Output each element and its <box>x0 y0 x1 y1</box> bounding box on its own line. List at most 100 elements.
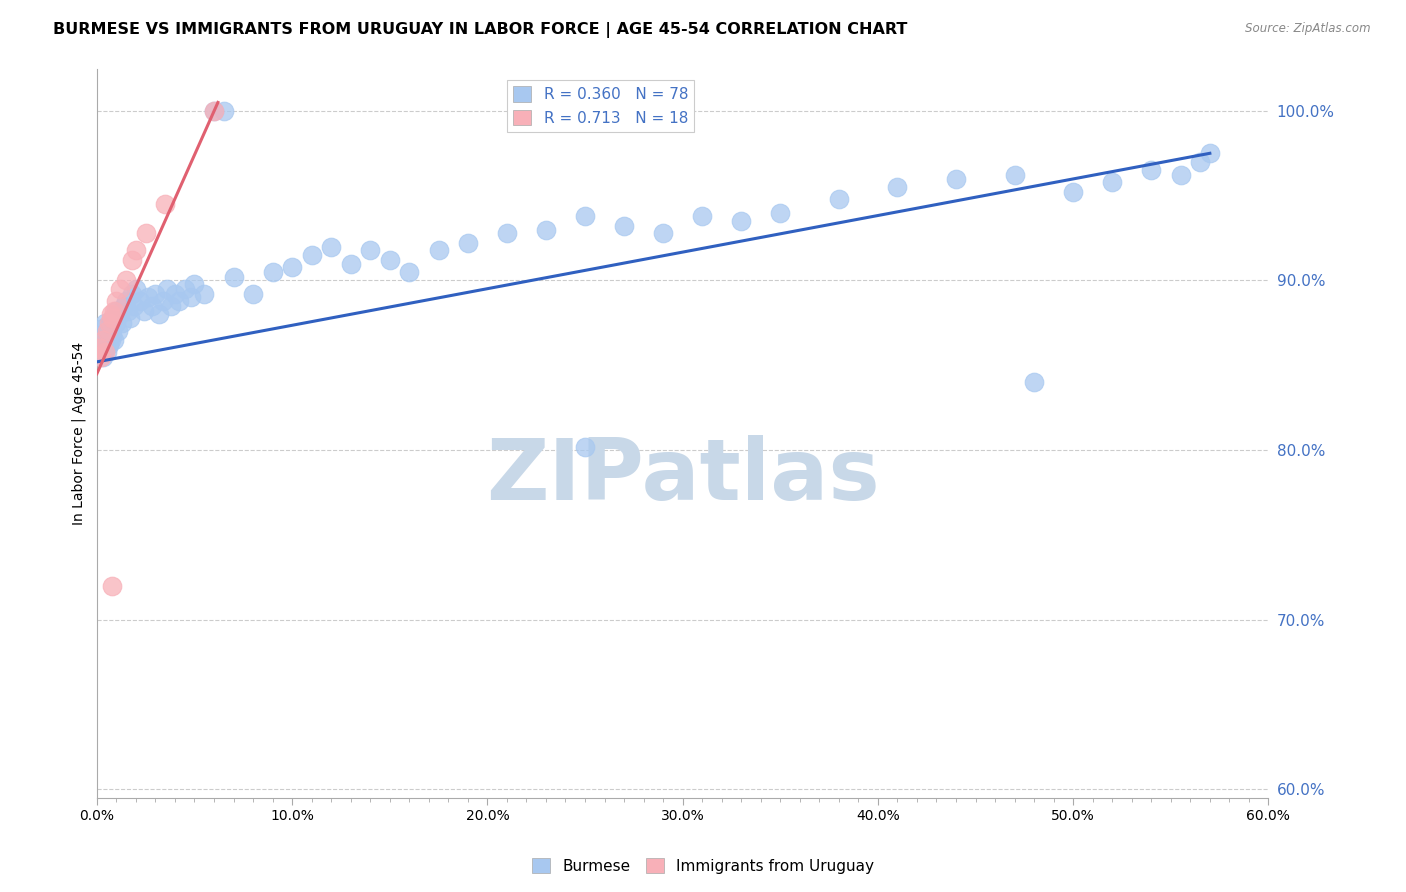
Point <box>574 440 596 454</box>
Point <box>100 316 122 330</box>
Point <box>105 304 128 318</box>
Point <box>152 293 174 308</box>
Point <box>97 324 120 338</box>
Point <box>339 256 361 270</box>
Point <box>90 327 112 342</box>
Point <box>93 316 115 330</box>
Point <box>110 282 132 296</box>
Point <box>457 236 479 251</box>
Point <box>121 253 143 268</box>
Text: ZIPatlas: ZIPatlas <box>485 435 880 518</box>
Point <box>87 341 110 355</box>
Point <box>496 226 519 240</box>
Point <box>945 171 967 186</box>
Point <box>101 321 124 335</box>
Point <box>141 299 163 313</box>
Point <box>96 344 118 359</box>
Point <box>148 307 170 321</box>
Point <box>1140 163 1163 178</box>
Point <box>183 277 205 291</box>
Point <box>87 338 110 352</box>
Point <box>122 299 145 313</box>
Point <box>112 299 135 313</box>
Point <box>1022 376 1045 390</box>
Point <box>886 180 908 194</box>
Text: Source: ZipAtlas.com: Source: ZipAtlas.com <box>1246 22 1371 36</box>
Legend: R = 0.360   N = 78, R = 0.713   N = 18: R = 0.360 N = 78, R = 0.713 N = 18 <box>508 79 695 132</box>
Point <box>97 338 120 352</box>
Point <box>193 287 215 301</box>
Point <box>212 103 235 118</box>
Point <box>107 324 129 338</box>
Point <box>534 222 557 236</box>
Point <box>1101 175 1123 189</box>
Point <box>105 316 128 330</box>
Point <box>163 287 186 301</box>
Point <box>136 290 159 304</box>
Point <box>96 324 118 338</box>
Point <box>1198 146 1220 161</box>
Point <box>93 344 115 359</box>
Point <box>1004 169 1026 183</box>
Point <box>652 226 675 240</box>
Point <box>378 253 401 268</box>
Point <box>222 270 245 285</box>
Point <box>160 299 183 313</box>
Point <box>574 209 596 223</box>
Point <box>242 287 264 301</box>
Point <box>91 333 114 347</box>
Point <box>202 103 225 118</box>
Point <box>103 304 125 318</box>
Point <box>359 243 381 257</box>
Point <box>111 316 134 330</box>
Point <box>690 209 713 223</box>
Point <box>281 260 304 274</box>
Point <box>91 350 114 364</box>
Point <box>96 333 118 347</box>
Point <box>769 205 792 219</box>
Point <box>125 282 148 296</box>
Point <box>613 219 636 234</box>
Point <box>1189 154 1212 169</box>
Point <box>118 310 141 325</box>
Text: BURMESE VS IMMIGRANTS FROM URUGUAY IN LABOR FORCE | AGE 45-54 CORRELATION CHART: BURMESE VS IMMIGRANTS FROM URUGUAY IN LA… <box>53 22 908 38</box>
Point <box>115 273 138 287</box>
Point <box>398 265 420 279</box>
Point <box>100 333 122 347</box>
Point <box>96 324 118 338</box>
Point <box>110 307 132 321</box>
Point <box>156 282 179 296</box>
Point <box>125 243 148 257</box>
Point <box>828 192 851 206</box>
Point <box>1062 186 1084 200</box>
Legend: Burmese, Immigrants from Uruguay: Burmese, Immigrants from Uruguay <box>526 852 880 880</box>
Point <box>121 287 143 301</box>
Point <box>427 243 450 257</box>
Point <box>90 350 112 364</box>
Y-axis label: In Labor Force | Age 45-54: In Labor Force | Age 45-54 <box>72 342 86 524</box>
Point <box>103 333 125 347</box>
Point <box>132 304 155 318</box>
Point <box>1170 169 1192 183</box>
Point <box>135 226 157 240</box>
Point <box>105 293 128 308</box>
Point <box>101 310 124 325</box>
Point <box>145 287 167 301</box>
Point <box>173 282 195 296</box>
Point <box>117 304 139 318</box>
Point <box>100 307 122 321</box>
Point <box>167 293 190 308</box>
Point <box>262 265 284 279</box>
Point <box>101 327 124 342</box>
Point <box>730 214 752 228</box>
Point <box>87 338 110 352</box>
Point <box>101 579 124 593</box>
Point <box>91 321 114 335</box>
Point <box>202 103 225 118</box>
Point <box>97 316 120 330</box>
Point <box>103 310 125 325</box>
Point <box>93 341 115 355</box>
Point <box>301 248 323 262</box>
Point <box>153 197 176 211</box>
Point <box>115 293 138 308</box>
